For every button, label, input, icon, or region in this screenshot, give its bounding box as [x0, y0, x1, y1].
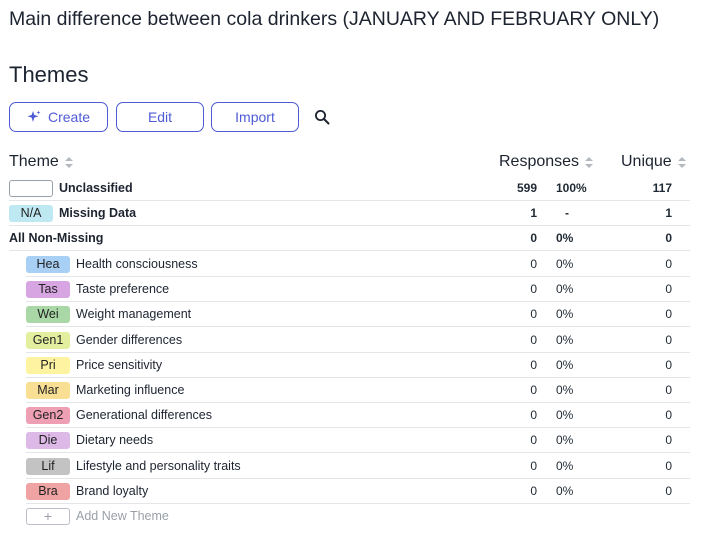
response-count: 0	[530, 307, 537, 322]
response-percent: 0%	[556, 383, 574, 397]
page-title: Main difference between cola drinkers (J…	[9, 8, 660, 30]
theme-tag[interactable]: Gen2	[26, 407, 70, 425]
unique-count: 0	[665, 231, 672, 245]
response-count: 1	[530, 206, 537, 220]
sort-icon[interactable]	[64, 156, 73, 168]
table-row[interactable]: Bra Brand loyalty 0 0% 0	[26, 479, 690, 504]
theme-tag: N/A	[9, 205, 53, 222]
unique-count: 0	[665, 433, 672, 448]
response-percent: 0%	[556, 433, 574, 448]
table-row[interactable]: Lif Lifestyle and personality traits 0 0% 0	[26, 454, 690, 479]
plus-icon[interactable]: +	[26, 507, 70, 525]
response-percent: 0%	[556, 231, 574, 245]
column-header-responses[interactable]: Responses	[499, 153, 594, 171]
theme-tag[interactable]: Pri	[26, 356, 70, 374]
theme-tag[interactable]: Hea	[26, 256, 70, 273]
response-count: 0	[530, 257, 537, 271]
response-percent: 0%	[556, 357, 574, 372]
theme-tag[interactable]: Gen1	[26, 331, 70, 349]
theme-label: Generational differences	[76, 408, 212, 423]
theme-label: Health consciousness	[76, 257, 198, 271]
unique-count: 0	[665, 357, 672, 372]
response-percent: 0%	[556, 408, 574, 423]
unique-count: 117	[652, 181, 672, 195]
table-row[interactable]: Tas Taste preference 0 0% 0	[26, 277, 690, 303]
column-header-theme[interactable]: Theme	[9, 153, 73, 171]
table-row[interactable]: Mar Marketing influence 0 0% 0	[26, 378, 690, 403]
theme-label: Taste preference	[76, 282, 170, 297]
response-percent: 0%	[556, 307, 574, 322]
table-row-missing-data[interactable]: N/A Missing Data 1 - 1	[9, 201, 690, 226]
unique-count: 0	[665, 307, 672, 322]
unique-count: 0	[665, 483, 672, 498]
theme-label: Dietary needs	[76, 433, 154, 448]
themes-toolbar: Create Edit Import	[9, 102, 331, 132]
response-percent: 0%	[556, 257, 574, 271]
table-row[interactable]: Gen2 Generational differences 0 0% 0	[26, 403, 690, 429]
response-percent: 0%	[556, 332, 574, 347]
add-new-theme-label[interactable]: Add New Theme	[76, 509, 169, 523]
response-count: 0	[530, 458, 537, 473]
theme-tag	[9, 180, 53, 197]
theme-tag[interactable]: Bra	[26, 482, 70, 500]
unique-count: 0	[665, 332, 672, 347]
add-new-theme[interactable]: + Add New Theme	[26, 506, 169, 526]
response-percent: 0%	[556, 458, 574, 473]
theme-label: Lifestyle and personality traits	[76, 458, 241, 473]
section-title: Themes	[9, 62, 89, 87]
response-count: 0	[530, 433, 537, 448]
theme-label: Gender differences	[76, 332, 183, 347]
response-count: 0	[530, 282, 537, 297]
response-count: 0	[530, 332, 537, 347]
theme-label: Marketing influence	[76, 383, 185, 397]
create-button[interactable]: Create	[9, 102, 108, 132]
response-percent: -	[565, 206, 569, 220]
sort-icon[interactable]	[585, 156, 594, 168]
sparkle-icon	[27, 110, 41, 124]
theme-tag[interactable]: Lif	[26, 457, 70, 475]
unique-count: 0	[665, 458, 672, 473]
theme-tag[interactable]: Wei	[26, 306, 70, 324]
unique-count: 0	[665, 257, 672, 271]
unique-count: 0	[665, 282, 672, 297]
unique-count: 0	[665, 408, 672, 423]
table-row[interactable]: Die Dietary needs 0 0% 0	[26, 428, 690, 454]
column-header-responses-label: Responses	[499, 153, 580, 170]
unique-count: 1	[665, 206, 672, 220]
response-percent: 100%	[556, 181, 587, 195]
unique-count: 0	[665, 383, 672, 397]
column-header-unique[interactable]: Unique	[621, 153, 686, 171]
theme-tag[interactable]: Mar	[26, 382, 70, 399]
theme-label: Weight management	[76, 307, 192, 322]
column-header-unique-label: Unique	[621, 153, 672, 170]
column-header-theme-label: Theme	[9, 153, 59, 170]
sort-icon[interactable]	[677, 156, 686, 168]
theme-tag[interactable]: Tas	[26, 281, 70, 299]
theme-label: Brand loyalty	[76, 483, 149, 498]
theme-label: Missing Data	[59, 206, 137, 220]
response-percent: 0%	[556, 282, 574, 297]
table-row-all-non-missing[interactable]: All Non-Missing 0 0% 0	[9, 226, 690, 251]
response-count: 0	[530, 483, 537, 498]
table-row[interactable]: Wei Weight management 0 0% 0	[26, 302, 690, 328]
search-icon[interactable]	[313, 108, 331, 126]
create-button-label: Create	[47, 109, 91, 125]
table-row[interactable]: Pri Price sensitivity 0 0% 0	[26, 353, 690, 378]
edit-button[interactable]: Edit	[116, 102, 204, 132]
theme-tag[interactable]: Die	[26, 432, 70, 450]
response-count: 0	[530, 231, 537, 245]
table-row[interactable]: Hea Health consciousness 0 0% 0	[26, 252, 690, 277]
response-count: 599	[516, 181, 537, 195]
response-count: 0	[530, 408, 537, 423]
response-percent: 0%	[556, 483, 574, 498]
theme-label: Unclassified	[59, 181, 133, 195]
theme-label: Price sensitivity	[76, 357, 163, 372]
theme-label: All Non-Missing	[9, 231, 104, 245]
response-count: 0	[530, 357, 537, 372]
table-row-unclassified[interactable]: Unclassified 599 100% 117	[9, 176, 690, 201]
import-button[interactable]: Import	[211, 102, 299, 132]
table-row[interactable]: Gen1 Gender differences 0 0% 0	[26, 328, 690, 353]
response-count: 0	[530, 383, 537, 397]
